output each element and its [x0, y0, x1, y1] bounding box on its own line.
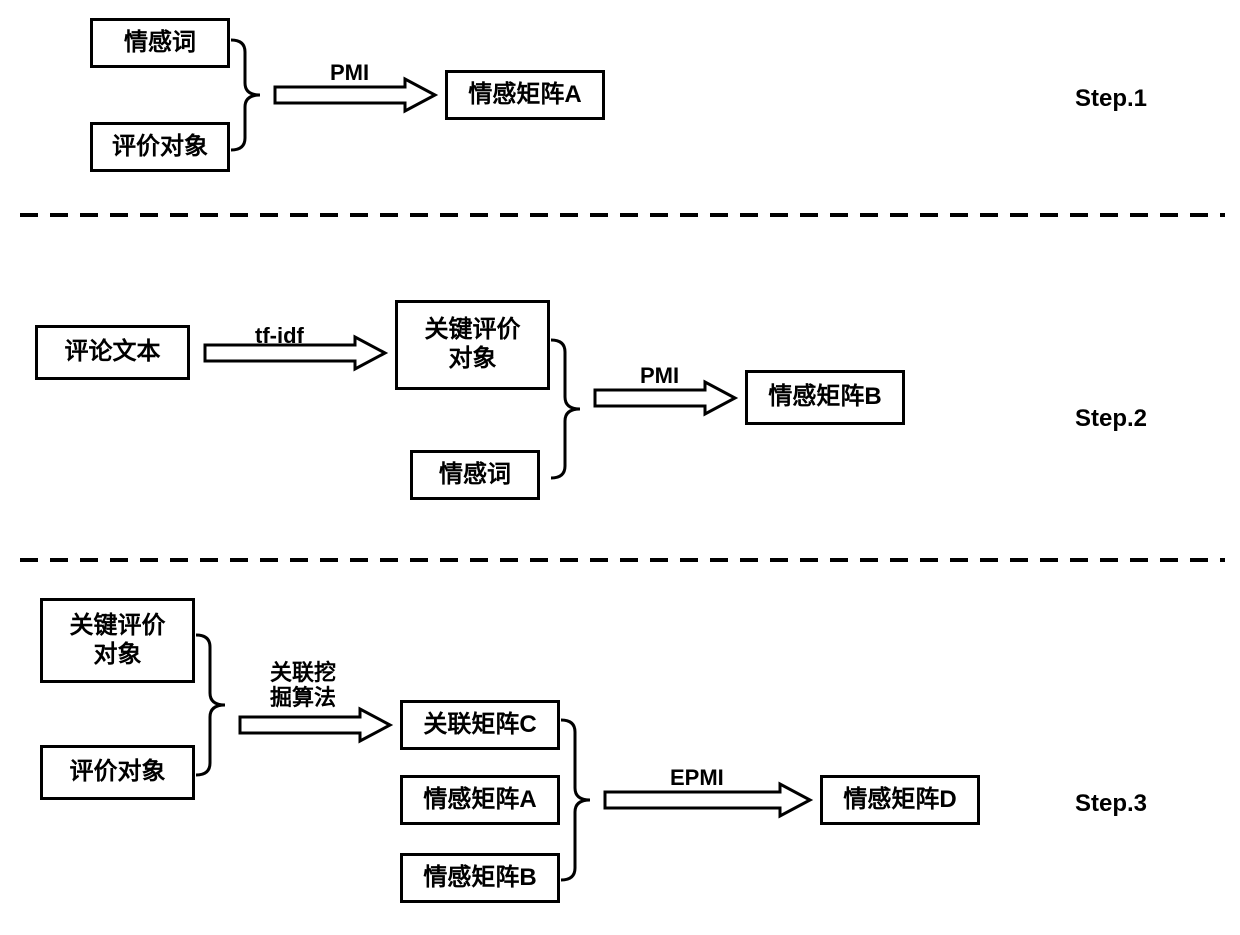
box-s1-eval-object: 评价对象	[90, 122, 230, 172]
box-s3-matrix-d: 情感矩阵D	[820, 775, 980, 825]
arrow-label-tfidf: tf-idf	[255, 323, 304, 349]
box-s1-matrix-a: 情感矩阵A	[445, 70, 605, 120]
text: 关联矩阵C	[423, 711, 536, 740]
text: 评价对象	[70, 758, 166, 787]
box-s2-key-eval-object: 关键评价 对象	[395, 300, 550, 390]
text: 情感矩阵B	[768, 383, 881, 412]
arrow-label-pmi-1: PMI	[330, 60, 369, 86]
step-1-label: Step.1	[1075, 85, 1147, 113]
step-2-label: Step.2	[1075, 405, 1147, 433]
step-3-label: Step.3	[1075, 790, 1147, 818]
diagram-canvas: 情感词 评价对象 情感矩阵A 评论文本 关键评价 对象 情感词 情感矩阵B 关键…	[0, 0, 1240, 935]
text: 情感矩阵B	[423, 864, 536, 893]
arrow-label-assoc: 关联挖 掘算法	[270, 660, 336, 711]
box-s3-key-eval-object: 关键评价 对象	[40, 598, 195, 683]
text: 情感矩阵A	[468, 81, 581, 110]
text: 情感词	[124, 29, 196, 58]
box-s3-matrix-c: 关联矩阵C	[400, 700, 560, 750]
text: 评论文本	[65, 338, 161, 367]
text: 情感词	[439, 461, 511, 490]
text: 关键评价 对象	[425, 316, 521, 374]
arrow-label-epmi: EPMI	[670, 765, 724, 791]
text: 评价对象	[112, 133, 208, 162]
text: 情感矩阵D	[843, 786, 956, 815]
box-s3-matrix-a: 情感矩阵A	[400, 775, 560, 825]
box-s2-sentiment-word: 情感词	[410, 450, 540, 500]
text: 情感矩阵A	[423, 786, 536, 815]
box-s2-matrix-b: 情感矩阵B	[745, 370, 905, 425]
text: 关键评价 对象	[70, 612, 166, 670]
box-s3-matrix-b: 情感矩阵B	[400, 853, 560, 903]
arrow-label-pmi-2: PMI	[640, 363, 679, 389]
box-s3-eval-object: 评价对象	[40, 745, 195, 800]
box-s1-sentiment-word: 情感词	[90, 18, 230, 68]
box-s2-review-text: 评论文本	[35, 325, 190, 380]
